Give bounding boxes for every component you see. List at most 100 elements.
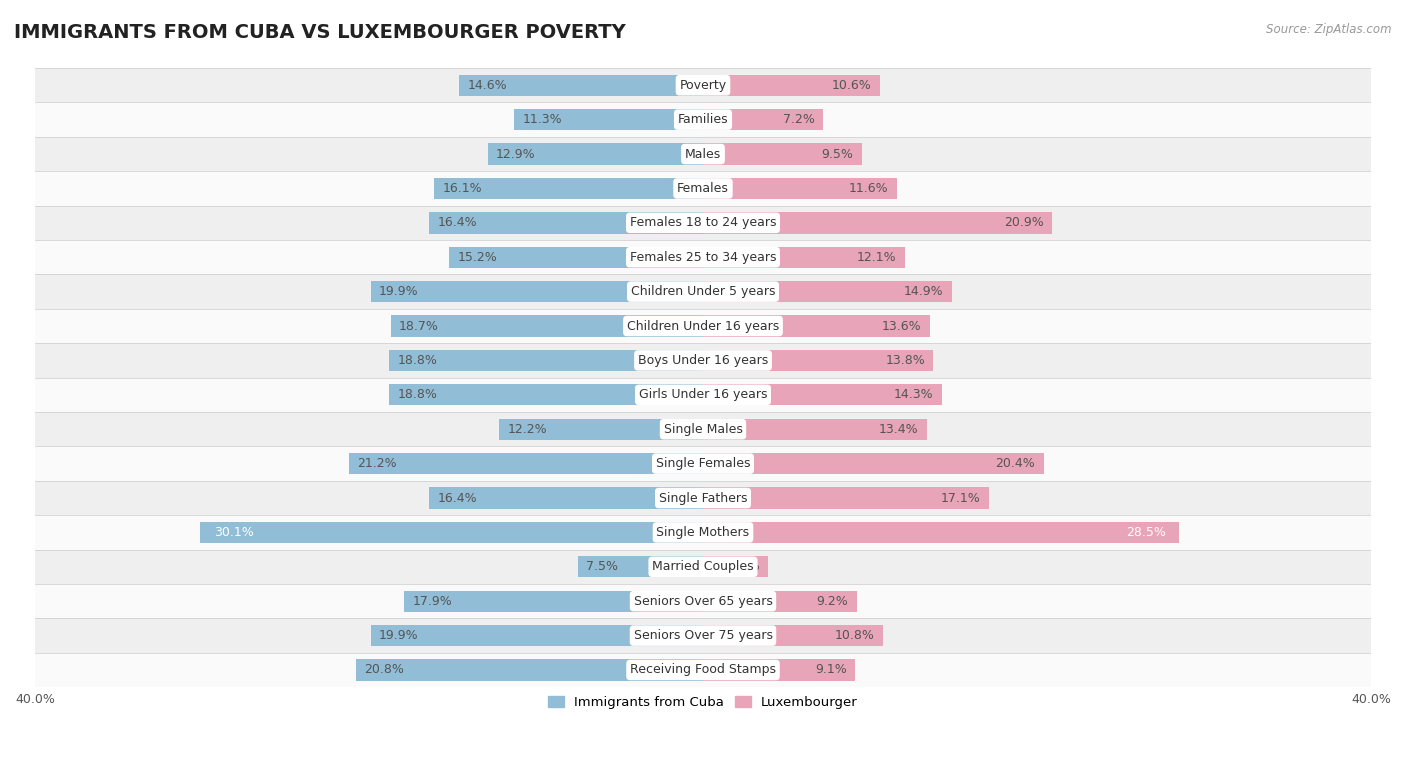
Legend: Immigrants from Cuba, Luxembourger: Immigrants from Cuba, Luxembourger — [543, 691, 863, 715]
Text: 7.5%: 7.5% — [586, 560, 619, 573]
Text: Children Under 16 years: Children Under 16 years — [627, 320, 779, 333]
Text: 9.5%: 9.5% — [821, 148, 853, 161]
Bar — [35, 481, 1371, 515]
Text: 3.9%: 3.9% — [728, 560, 759, 573]
Text: 12.2%: 12.2% — [508, 423, 547, 436]
Text: 9.2%: 9.2% — [817, 595, 848, 608]
Text: Single Mothers: Single Mothers — [657, 526, 749, 539]
Text: 16.4%: 16.4% — [437, 491, 477, 505]
Bar — [35, 205, 1371, 240]
Text: Children Under 5 years: Children Under 5 years — [631, 285, 775, 298]
Text: Females 25 to 34 years: Females 25 to 34 years — [630, 251, 776, 264]
Text: Families: Families — [678, 113, 728, 126]
Bar — [35, 68, 1371, 102]
Text: 18.8%: 18.8% — [398, 354, 437, 367]
Bar — [449, 246, 703, 268]
Text: 16.1%: 16.1% — [443, 182, 482, 195]
Bar — [35, 515, 1371, 550]
Bar — [515, 109, 703, 130]
Text: 12.1%: 12.1% — [858, 251, 897, 264]
Bar — [35, 619, 1371, 653]
Text: Seniors Over 75 years: Seniors Over 75 years — [634, 629, 772, 642]
Bar — [703, 590, 856, 612]
Text: 12.9%: 12.9% — [496, 148, 536, 161]
Bar — [391, 315, 703, 337]
Text: 30.1%: 30.1% — [214, 526, 253, 539]
Bar — [703, 178, 897, 199]
Text: 14.6%: 14.6% — [468, 79, 508, 92]
Text: 28.5%: 28.5% — [1126, 526, 1166, 539]
Text: 9.1%: 9.1% — [815, 663, 846, 676]
Bar — [200, 522, 703, 543]
Bar — [35, 240, 1371, 274]
Bar — [703, 522, 1180, 543]
Bar — [371, 281, 703, 302]
Bar — [499, 418, 703, 440]
Text: Girls Under 16 years: Girls Under 16 years — [638, 388, 768, 401]
Text: 13.8%: 13.8% — [886, 354, 925, 367]
Text: 21.2%: 21.2% — [357, 457, 396, 470]
Text: 15.2%: 15.2% — [457, 251, 498, 264]
Bar — [703, 246, 905, 268]
Bar — [703, 659, 855, 681]
Bar — [35, 446, 1371, 481]
Text: 10.6%: 10.6% — [832, 79, 872, 92]
Text: 7.2%: 7.2% — [783, 113, 815, 126]
Text: Males: Males — [685, 148, 721, 161]
Bar — [703, 418, 927, 440]
Bar — [703, 556, 768, 578]
Text: Seniors Over 65 years: Seniors Over 65 years — [634, 595, 772, 608]
Bar — [703, 625, 883, 647]
Text: 16.4%: 16.4% — [437, 216, 477, 230]
Bar — [389, 384, 703, 406]
Bar — [35, 377, 1371, 412]
Text: 11.6%: 11.6% — [849, 182, 889, 195]
Bar — [703, 315, 931, 337]
Bar — [35, 137, 1371, 171]
Bar — [703, 281, 952, 302]
Text: 14.3%: 14.3% — [894, 388, 934, 401]
Text: 11.3%: 11.3% — [523, 113, 562, 126]
Text: 10.8%: 10.8% — [835, 629, 875, 642]
Text: 19.9%: 19.9% — [380, 629, 419, 642]
Text: 20.8%: 20.8% — [364, 663, 404, 676]
Text: Single Males: Single Males — [664, 423, 742, 436]
Bar — [35, 343, 1371, 377]
Text: 18.7%: 18.7% — [399, 320, 439, 333]
Text: 20.4%: 20.4% — [995, 457, 1035, 470]
Bar — [703, 109, 824, 130]
Text: 13.6%: 13.6% — [882, 320, 922, 333]
Bar — [35, 171, 1371, 205]
Text: 17.1%: 17.1% — [941, 491, 980, 505]
Bar — [488, 143, 703, 164]
Text: Married Couples: Married Couples — [652, 560, 754, 573]
Bar — [35, 653, 1371, 688]
Text: Single Fathers: Single Fathers — [659, 491, 747, 505]
Bar — [460, 74, 703, 96]
Text: IMMIGRANTS FROM CUBA VS LUXEMBOURGER POVERTY: IMMIGRANTS FROM CUBA VS LUXEMBOURGER POV… — [14, 23, 626, 42]
Text: Source: ZipAtlas.com: Source: ZipAtlas.com — [1267, 23, 1392, 36]
Bar — [35, 309, 1371, 343]
Bar — [389, 349, 703, 371]
Text: Females 18 to 24 years: Females 18 to 24 years — [630, 216, 776, 230]
Bar — [703, 349, 934, 371]
Bar — [429, 212, 703, 233]
Bar — [349, 453, 703, 475]
Bar — [703, 143, 862, 164]
Bar — [703, 212, 1052, 233]
Bar — [429, 487, 703, 509]
Bar — [35, 584, 1371, 619]
Text: Boys Under 16 years: Boys Under 16 years — [638, 354, 768, 367]
Text: 20.9%: 20.9% — [1004, 216, 1043, 230]
Text: 18.8%: 18.8% — [398, 388, 437, 401]
Bar — [371, 625, 703, 647]
Bar — [434, 178, 703, 199]
Bar — [703, 74, 880, 96]
Text: 13.4%: 13.4% — [879, 423, 918, 436]
Bar — [356, 659, 703, 681]
Bar — [404, 590, 703, 612]
Bar — [35, 550, 1371, 584]
Text: Receiving Food Stamps: Receiving Food Stamps — [630, 663, 776, 676]
Text: Single Females: Single Females — [655, 457, 751, 470]
Bar — [578, 556, 703, 578]
